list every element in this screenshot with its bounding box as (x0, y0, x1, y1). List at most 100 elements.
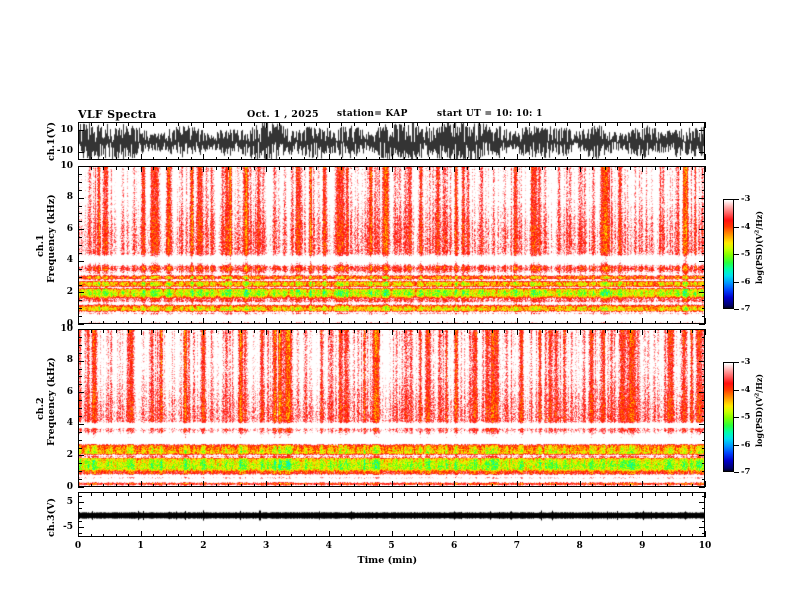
x-major-tick (328, 318, 330, 324)
x-minor-tick (429, 156, 431, 160)
ch2spec-y-major-tick (78, 329, 84, 330)
ch3wave-y-major-tick (699, 502, 705, 503)
ch2-colorbar-tick (734, 417, 739, 418)
ch1-waveform-axis-title: ch.1(V) (46, 122, 57, 161)
x-major-tick (705, 531, 706, 537)
x-minor-tick (366, 122, 368, 126)
x-minor-tick (241, 533, 243, 537)
x-minor-tick (165, 166, 167, 170)
x-minor-tick (303, 533, 305, 537)
x-minor-tick (554, 533, 556, 537)
x-minor-tick (278, 122, 280, 126)
x-major-tick (642, 166, 644, 172)
ch1-colorbar-title: log(PSD)(V2/Hz) (754, 211, 764, 284)
x-minor-tick (153, 329, 155, 333)
x-minor-tick (366, 492, 368, 496)
x-minor-tick (165, 156, 167, 160)
x-minor-tick (541, 320, 543, 324)
x-minor-tick (679, 122, 681, 126)
x-minor-tick (341, 492, 343, 496)
x-major-tick (140, 531, 142, 537)
x-minor-tick (667, 122, 669, 126)
ch3wave-y-minor-tick (78, 533, 82, 535)
x-major-tick (78, 318, 79, 324)
x-minor-tick (190, 166, 192, 170)
x-minor-tick (366, 533, 368, 537)
ch1spec-y-minor-tick (78, 189, 82, 191)
x-minor-tick (303, 166, 305, 170)
x-minor-tick (479, 483, 481, 487)
x-minor-tick (404, 122, 406, 126)
x-minor-tick (692, 329, 694, 333)
x-minor-tick (504, 533, 506, 537)
x-major-tick (266, 122, 268, 128)
x-minor-tick (291, 166, 293, 170)
x-minor-tick (567, 483, 569, 487)
ch1spec-y-minor-tick (78, 308, 82, 310)
ch2spec-y-minor-tick (701, 344, 705, 346)
ch3-waveform-axis-title: ch.3(V) (46, 497, 57, 537)
ch1-colorbar-tick (734, 281, 739, 283)
ch1-waveform-panel (78, 122, 705, 160)
x-minor-tick (466, 320, 468, 324)
x-minor-tick (90, 533, 92, 537)
ch1spec-y-minor-tick (701, 181, 705, 183)
ch1spec-y-major-tick (699, 166, 705, 167)
x-minor-tick (479, 166, 481, 170)
x-minor-tick (316, 329, 318, 333)
ch2spec-y-minor-tick (78, 384, 82, 386)
x-major-tick (705, 122, 706, 128)
colorbar-title-tail: /Hz) (754, 373, 764, 393)
x-minor-tick (679, 483, 681, 487)
x-minor-tick (441, 533, 443, 537)
ch2spec-y-minor-tick (78, 439, 82, 441)
x-minor-tick (316, 122, 318, 126)
ch2-colorbar-tick (734, 472, 739, 473)
ch2spec-y-minor-tick (701, 439, 705, 441)
x-tick-label: 3 (262, 541, 270, 551)
ch1-colorbar-tick-label: -4 (741, 221, 751, 232)
x-minor-tick (504, 492, 506, 496)
x-minor-tick (303, 320, 305, 324)
x-minor-tick (190, 122, 192, 126)
x-minor-tick (404, 483, 406, 487)
x-minor-tick (291, 320, 293, 324)
x-minor-tick (567, 329, 569, 333)
x-minor-tick (416, 483, 418, 487)
ch2spec-y-minor-tick (701, 376, 705, 378)
ch2spec-y-major-tick (78, 487, 84, 488)
x-minor-tick (153, 533, 155, 537)
x-minor-tick (416, 533, 418, 537)
x-minor-tick (416, 156, 418, 160)
x-major-tick (140, 122, 142, 128)
x-minor-tick (529, 329, 531, 333)
x-major-tick (78, 154, 79, 160)
x-minor-tick (629, 483, 631, 487)
x-minor-tick (692, 533, 694, 537)
x-major-tick (140, 481, 142, 487)
x-major-tick (579, 318, 581, 324)
x-minor-tick (629, 156, 631, 160)
x-minor-tick (466, 492, 468, 496)
ch1-waveform-canvas (79, 123, 704, 159)
x-minor-tick (404, 492, 406, 496)
x-minor-tick (190, 320, 192, 324)
x-minor-tick (504, 320, 506, 324)
x-major-tick (454, 318, 456, 324)
x-major-tick (140, 154, 142, 160)
ch2-colorbar-gradient (724, 363, 733, 471)
x-minor-tick (115, 320, 117, 324)
x-minor-tick (529, 492, 531, 496)
x-minor-tick (341, 329, 343, 333)
x-minor-tick (479, 329, 481, 333)
x-minor-tick (228, 533, 230, 537)
x-minor-tick (303, 492, 305, 496)
x-minor-tick (654, 156, 656, 160)
x-minor-tick (692, 122, 694, 126)
x-minor-tick (679, 156, 681, 160)
x-minor-tick (228, 166, 230, 170)
x-minor-tick (165, 483, 167, 487)
x-minor-tick (215, 166, 217, 170)
x-minor-tick (529, 320, 531, 324)
x-minor-tick (353, 122, 355, 126)
